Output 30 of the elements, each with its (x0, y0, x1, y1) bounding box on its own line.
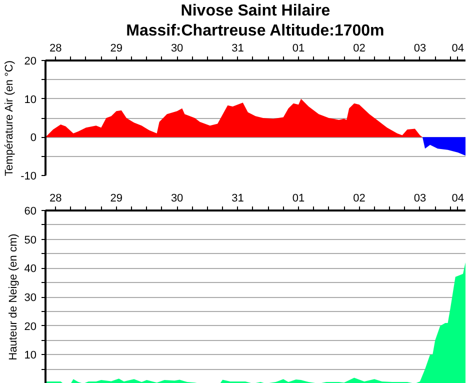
x-tick-label: 30 (170, 42, 184, 54)
x-tick-label: 03 (414, 42, 426, 54)
x-tick-label: 31 (232, 42, 244, 54)
x-tick-label: 29 (110, 192, 122, 204)
y-tick-label: 20 (24, 320, 37, 333)
y-tick-label: 0 (30, 132, 37, 144)
x-tick-label: 02 (353, 192, 366, 204)
chart-title: Nivose Saint Hilaire (180, 2, 330, 20)
y-tick-label: 10 (24, 94, 37, 106)
x-tick-label: 03 (414, 192, 426, 204)
x-tick-label: 01 (292, 42, 305, 54)
x-tick-label: 31 (232, 192, 244, 204)
x-tick-label: 01 (292, 192, 305, 204)
y-tick-label: 10 (24, 350, 37, 362)
x-tick-label: 02 (353, 42, 366, 54)
y-axis-title: Hauteur de Neige (en cm) (7, 234, 20, 360)
x-tick-label: 04 (452, 192, 464, 204)
y-axis-title: Température Air (en °C) (4, 60, 16, 176)
x-tick-label: 28 (50, 42, 62, 54)
x-tick-label: 30 (170, 192, 184, 204)
y-tick-label: 60 (24, 206, 37, 218)
y-tick-label: 20 (24, 56, 37, 68)
x-tick-label: 29 (110, 42, 122, 54)
chart-subtitle: Massif:Chartreuse Altitude:1700m (126, 22, 384, 40)
x-tick-label: 04 (452, 42, 464, 54)
y-tick-label: -10 (20, 170, 37, 182)
y-tick-label: 50 (24, 234, 37, 246)
y-tick-label: 40 (24, 263, 37, 276)
y-tick-label: 30 (24, 292, 37, 304)
x-tick-label: 28 (50, 192, 62, 204)
